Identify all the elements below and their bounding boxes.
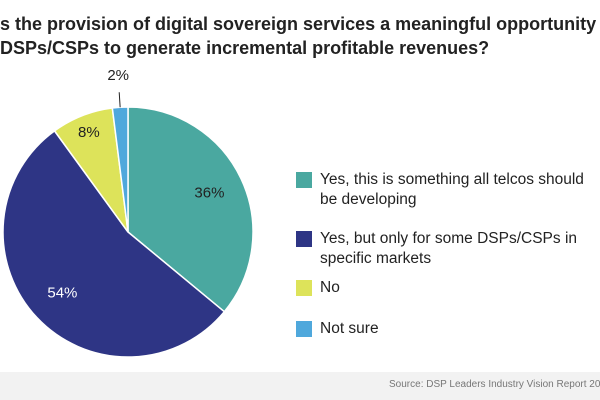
source-note: Source: DSP Leaders Industry Vision Repo… — [389, 379, 600, 390]
data-label: 36% — [194, 185, 224, 202]
chart-title: DSPs/CSPs to generate incremental profit… — [0, 38, 490, 58]
leader-line — [118, 92, 121, 108]
legend-label: Yes, this is something all telcos should… — [320, 171, 584, 208]
legend-label: No — [320, 279, 340, 296]
legend-swatch — [296, 231, 312, 247]
data-label: 8% — [78, 124, 100, 141]
data-label: 54% — [47, 285, 77, 302]
chart-title: s the provision of digital sovereign ser… — [0, 14, 600, 34]
legend-label: Yes, but only for some DSPs/CSPs in spec… — [320, 230, 578, 267]
data-label: 2% — [107, 67, 129, 84]
legend-label: Not sure — [320, 320, 379, 337]
pie-slice — [127, 106, 254, 313]
pie-slice — [111, 106, 129, 233]
legend-swatch — [296, 280, 312, 296]
legend-swatch — [296, 172, 312, 188]
legend-swatch — [296, 321, 312, 337]
pie-slice — [2, 129, 226, 358]
footer: Source: DSP Leaders Industry Vision Repo… — [0, 372, 600, 400]
